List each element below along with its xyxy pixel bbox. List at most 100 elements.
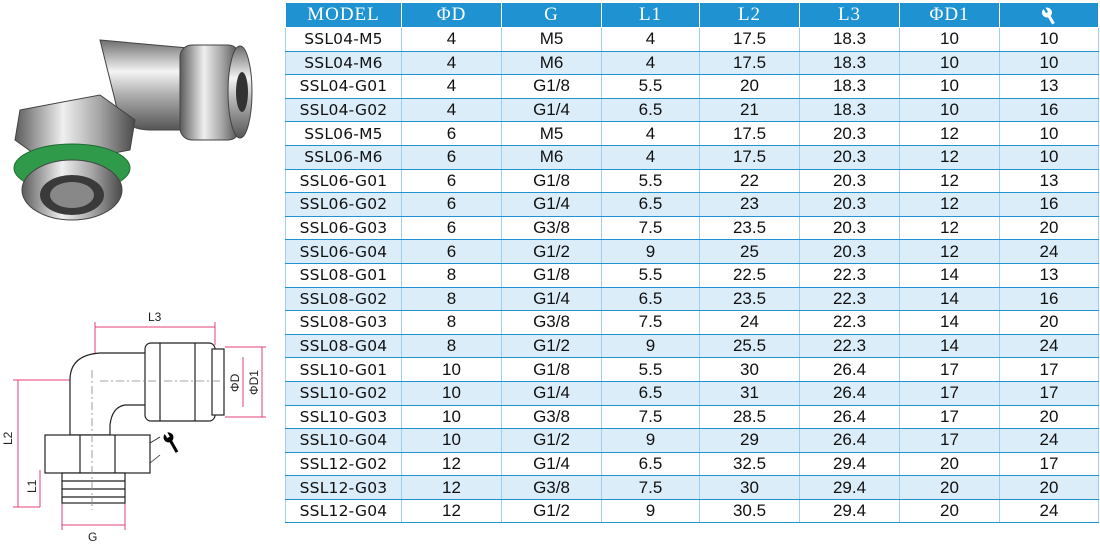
cell-wrench-size: 10 xyxy=(999,51,1099,76)
table-row: SSL08-G03 8 G3/8 7.5 24 22.3 14 20 xyxy=(285,310,1099,335)
cell-phi-d1: 14 xyxy=(899,263,1000,288)
cell-phi-d1: 12 xyxy=(899,192,1000,217)
cell-g: G1/2 xyxy=(501,499,602,524)
cell-wrench-size: 20 xyxy=(999,405,1099,430)
cell-l3: 20.3 xyxy=(799,121,900,146)
cell-model: SSL06-M5 xyxy=(285,121,402,146)
cell-l2: 30.5 xyxy=(699,499,800,524)
cell-l2: 17.5 xyxy=(699,27,800,52)
cell-g: M6 xyxy=(501,51,602,76)
cell-model: SSL06-G03 xyxy=(285,216,402,241)
cell-l1: 4 xyxy=(601,51,700,76)
cell-model: SSL06-M6 xyxy=(285,145,402,170)
cell-g: G1/4 xyxy=(501,287,602,312)
cell-wrench-size: 24 xyxy=(999,239,1099,264)
cell-l3: 22.3 xyxy=(799,334,900,359)
cell-model: SSL10-G02 xyxy=(285,381,402,406)
cell-model: SSL08-G04 xyxy=(285,334,402,359)
cell-model: SSL06-G04 xyxy=(285,239,402,264)
cell-l1: 5.5 xyxy=(601,263,700,288)
cell-phi-d1: 14 xyxy=(899,334,1000,359)
cell-model: SSL08-G02 xyxy=(285,287,402,312)
cell-l1: 4 xyxy=(601,121,700,146)
header-l2: L2 xyxy=(699,2,800,28)
cell-l3: 26.4 xyxy=(799,381,900,406)
cell-g: G3/8 xyxy=(501,405,602,430)
cell-l3: 22.3 xyxy=(799,310,900,335)
cell-phi-d1: 17 xyxy=(899,381,1000,406)
cell-wrench-size: 13 xyxy=(999,263,1099,288)
cell-l2: 32.5 xyxy=(699,452,800,477)
cell-g: G1/2 xyxy=(501,239,602,264)
cell-phi-d1: 20 xyxy=(899,475,1000,500)
cell-phi-d: 4 xyxy=(401,74,502,99)
cell-l3: 26.4 xyxy=(799,428,900,453)
cell-model: SSL04-G02 xyxy=(285,98,402,123)
header-l1: L1 xyxy=(601,2,700,28)
cell-l3: 29.4 xyxy=(799,475,900,500)
cell-wrench-size: 16 xyxy=(999,98,1099,123)
cell-l2: 23.5 xyxy=(699,287,800,312)
cell-phi-d: 8 xyxy=(401,263,502,288)
cell-l1: 9 xyxy=(601,239,700,264)
cell-phi-d1: 12 xyxy=(899,216,1000,241)
cell-model: SSL08-G03 xyxy=(285,310,402,335)
cell-l1: 4 xyxy=(601,27,700,52)
cell-l1: 7.5 xyxy=(601,405,700,430)
cell-l2: 25.5 xyxy=(699,334,800,359)
table-row: SSL04-M5 4 M5 4 17.5 18.3 10 10 xyxy=(285,27,1099,52)
cell-phi-d: 6 xyxy=(401,121,502,146)
cell-model: SSL06-G02 xyxy=(285,192,402,217)
cell-l1: 7.5 xyxy=(601,475,700,500)
cell-wrench-size: 13 xyxy=(999,74,1099,99)
cell-g: G1/2 xyxy=(501,334,602,359)
table-row: SSL04-G02 4 G1/4 6.5 21 18.3 10 16 xyxy=(285,98,1099,123)
cell-g: G1/8 xyxy=(501,74,602,99)
cell-wrench-size: 10 xyxy=(999,145,1099,170)
cell-l3: 22.3 xyxy=(799,263,900,288)
cell-wrench-size: 13 xyxy=(999,169,1099,194)
table-row: SSL10-G04 10 G1/2 9 29 26.4 17 24 xyxy=(285,428,1099,453)
cell-phi-d1: 14 xyxy=(899,287,1000,312)
cell-wrench-size: 20 xyxy=(999,310,1099,335)
table-row: SSL10-G01 10 G1/8 5.5 30 26.4 17 17 xyxy=(285,357,1099,382)
cell-l3: 20.3 xyxy=(799,145,900,170)
cell-phi-d1: 17 xyxy=(899,428,1000,453)
cell-l1: 7.5 xyxy=(601,216,700,241)
cell-l2: 17.5 xyxy=(699,121,800,146)
cell-phi-d: 6 xyxy=(401,216,502,241)
cell-phi-d: 8 xyxy=(401,310,502,335)
header-l3: L3 xyxy=(799,2,900,28)
cell-phi-d1: 20 xyxy=(899,452,1000,477)
cell-l2: 17.5 xyxy=(699,145,800,170)
cell-g: G1/4 xyxy=(501,192,602,217)
cell-g: G1/2 xyxy=(501,428,602,453)
cell-g: M5 xyxy=(501,121,602,146)
cell-l3: 29.4 xyxy=(799,452,900,477)
table-row: SSL10-G02 10 G1/4 6.5 31 26.4 17 17 xyxy=(285,381,1099,406)
cell-phi-d1: 12 xyxy=(899,239,1000,264)
table-row: SSL08-G02 8 G1/4 6.5 23.5 22.3 14 16 xyxy=(285,287,1099,312)
label-g: G xyxy=(88,530,97,544)
cell-l3: 26.4 xyxy=(799,357,900,382)
cell-l1: 7.5 xyxy=(601,310,700,335)
cell-phi-d: 4 xyxy=(401,98,502,123)
header-phi-d: ΦD xyxy=(401,2,502,28)
cell-phi-d: 4 xyxy=(401,27,502,52)
cell-model: SSL10-G01 xyxy=(285,357,402,382)
cell-wrench-size: 10 xyxy=(999,27,1099,52)
cell-phi-d1: 12 xyxy=(899,121,1000,146)
cell-wrench-size: 24 xyxy=(999,428,1099,453)
cell-wrench-size: 24 xyxy=(999,334,1099,359)
header-model: MODEL xyxy=(285,2,402,28)
cell-l1: 5.5 xyxy=(601,357,700,382)
cell-wrench-size: 16 xyxy=(999,287,1099,312)
cell-l2: 22.5 xyxy=(699,263,800,288)
cell-phi-d: 10 xyxy=(401,357,502,382)
cell-l3: 22.3 xyxy=(799,287,900,312)
header-g: G xyxy=(501,2,602,28)
cell-l1: 6.5 xyxy=(601,287,700,312)
cell-model: SSL10-G03 xyxy=(285,405,402,430)
cell-g: G3/8 xyxy=(501,310,602,335)
table-row: SSL10-G03 10 G3/8 7.5 28.5 26.4 17 20 xyxy=(285,405,1099,430)
